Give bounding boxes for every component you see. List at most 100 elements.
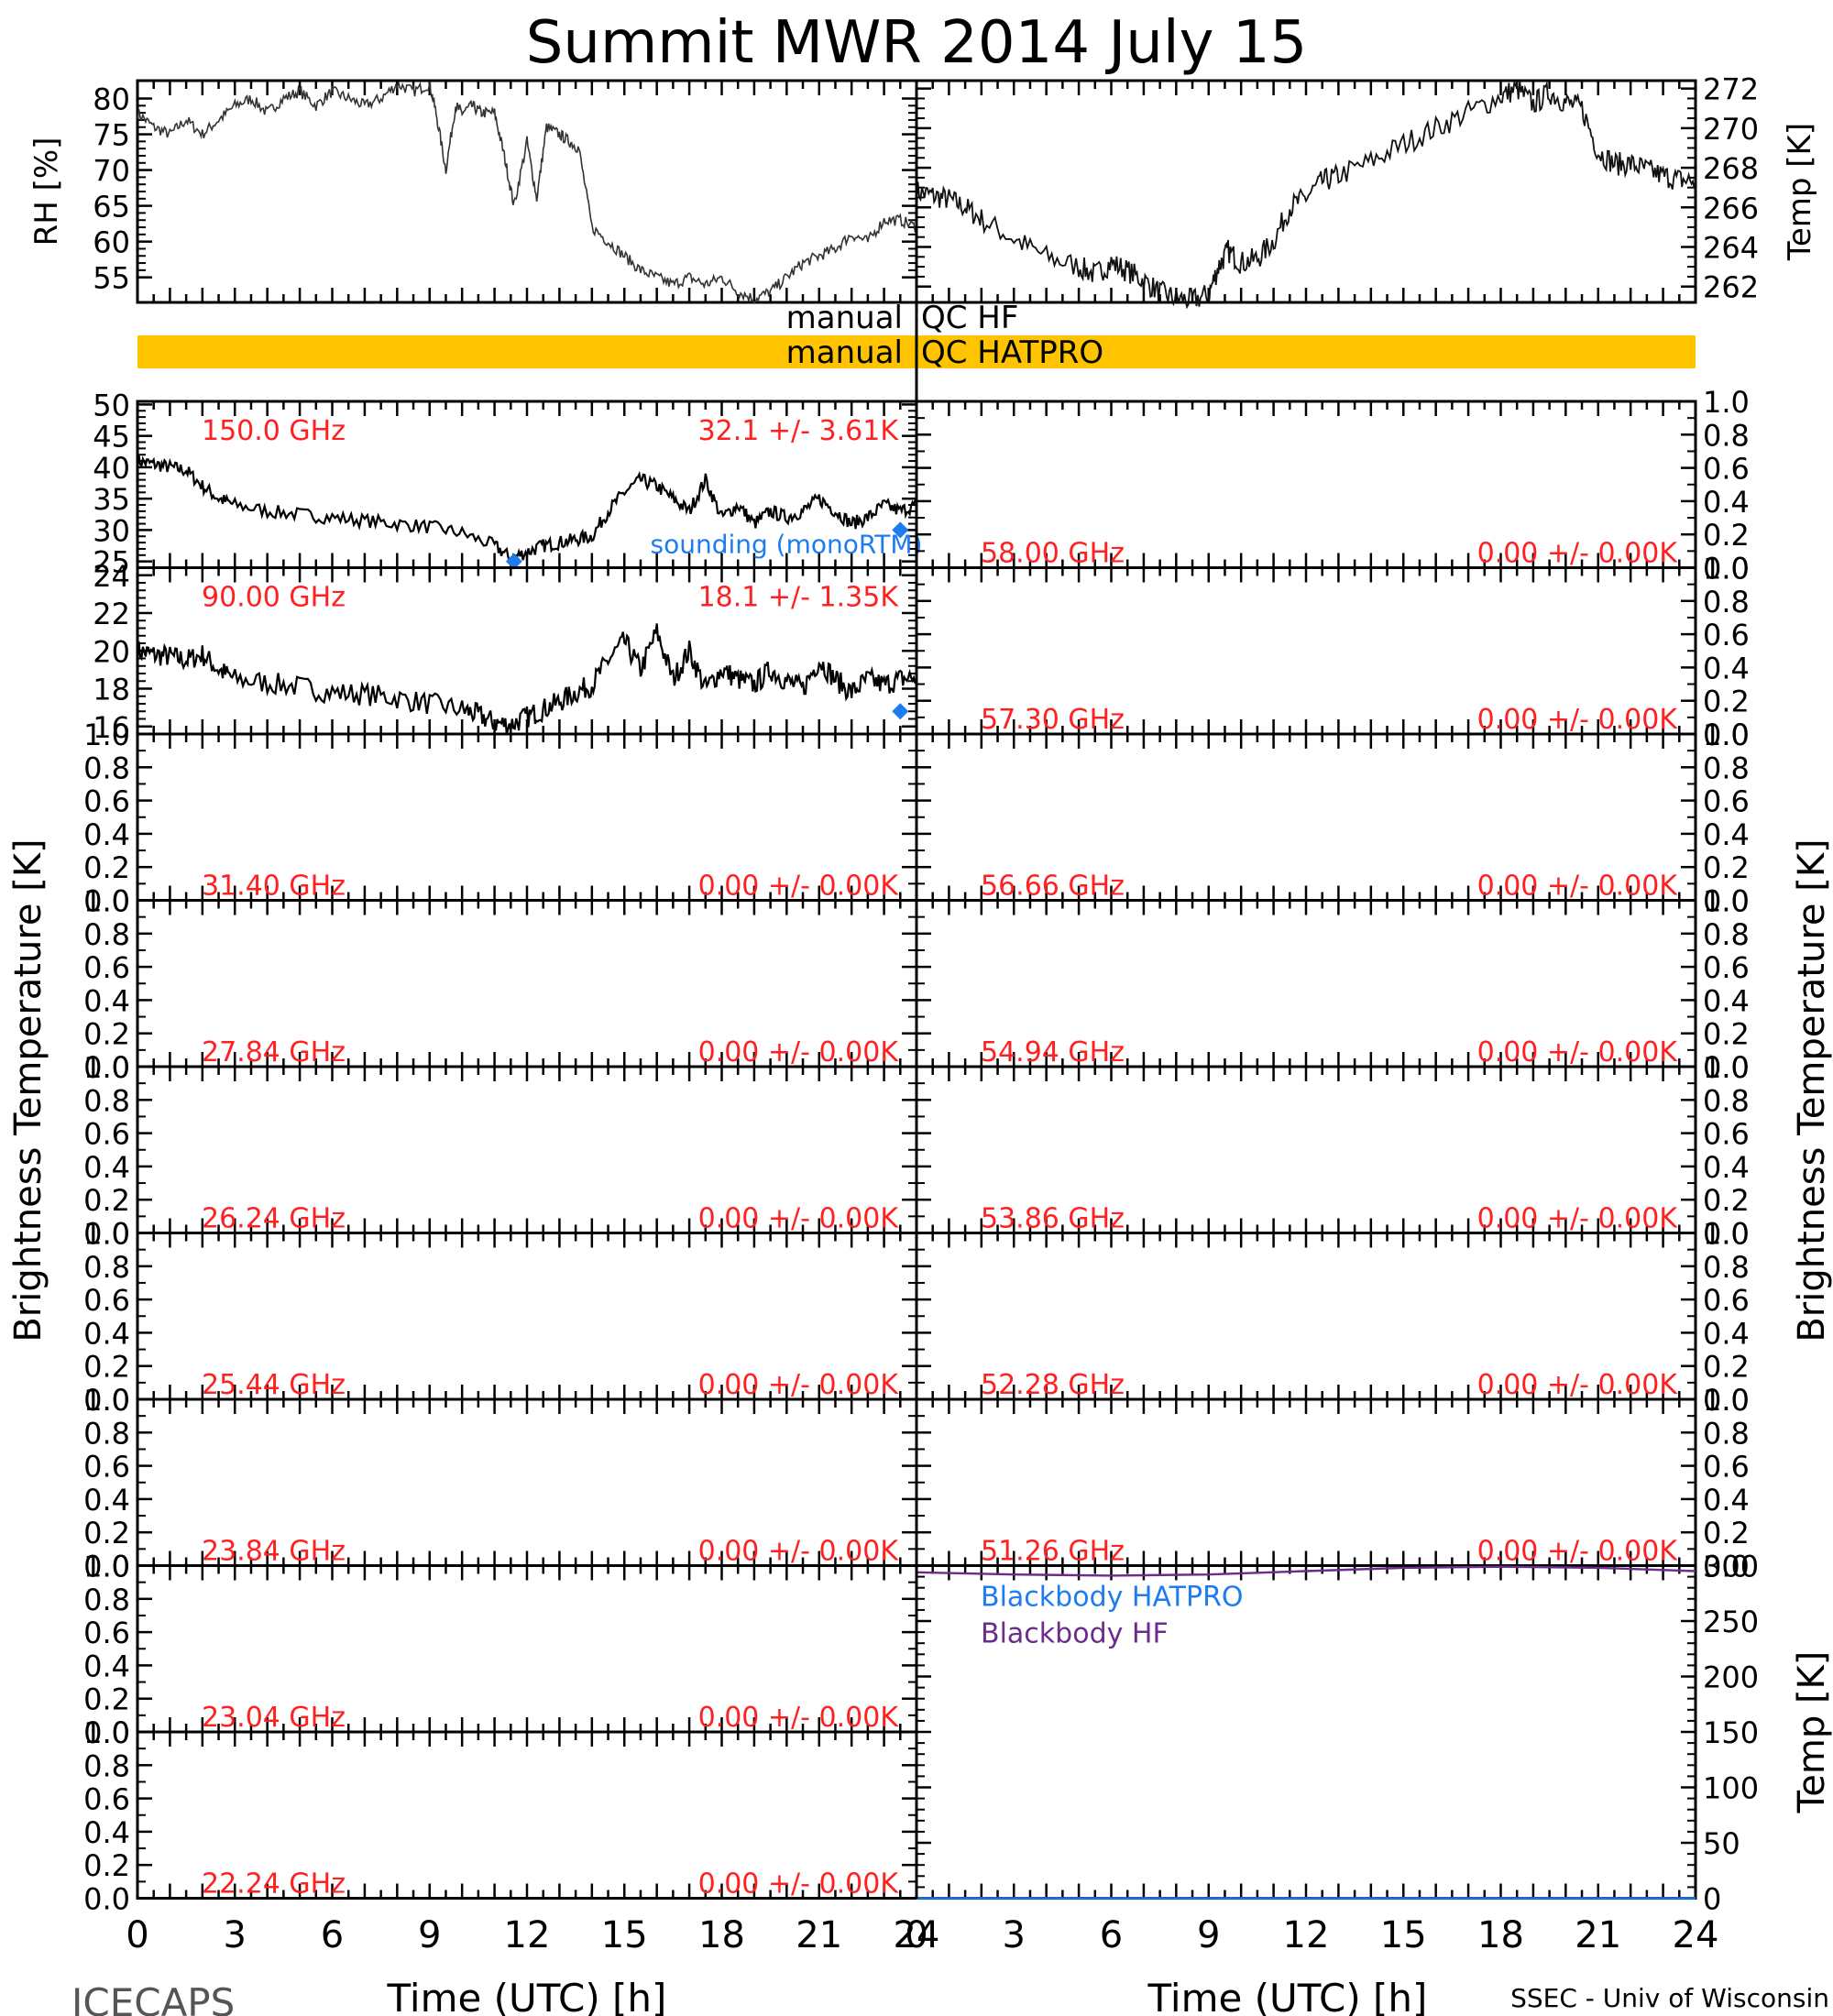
p56-panel-ytick-label: 0.8	[1703, 751, 1750, 785]
tb150-panel-ytick-label: 45	[93, 420, 130, 455]
blackbody-panel-ytick-label: 300	[1703, 1550, 1759, 1584]
x-axes: 0 3 6 9 12 15 18 21 240 3 6 9 12 15 18 21 24	[126, 1914, 1718, 1956]
p57-panel-stats-label: 0.00 +/- 0.00K	[1477, 704, 1679, 736]
p51-panel-ytick-label: 1.0	[1703, 1383, 1750, 1418]
blackbody-panel-ytick-label: 100	[1703, 1771, 1759, 1806]
p58-panel-ytick-label: 0.8	[1703, 418, 1750, 453]
p22-panel-ytick-label: 0.4	[83, 1815, 130, 1850]
p52-panel-ytick-label: 1.0	[1703, 1217, 1750, 1252]
p52-panel-ytick-label: 0.8	[1703, 1250, 1750, 1285]
p56-panel-ytick-label: 0.2	[1703, 850, 1750, 885]
rh-panel-series-line	[137, 81, 917, 305]
blackbody-panel-ytick-label: 0	[1703, 1882, 1721, 1917]
left-x-tick-label: 0	[126, 1914, 148, 1956]
p26-panel-ytick-label: 0.0	[83, 1217, 130, 1252]
right-x-tick-label: 21	[1575, 1914, 1621, 1956]
p23a-panel-ytick-label: 0.2	[83, 1516, 130, 1550]
qc-hf-right-label: QC HF	[921, 300, 1018, 336]
p27-panel-stats-label: 0.00 +/- 0.00K	[698, 1036, 900, 1068]
tb90-panel-series-line	[136, 623, 918, 736]
qc-hatpro-left-label: manual	[786, 334, 903, 371]
tb150-panel-sounding-point	[892, 521, 909, 539]
p25-panel-ytick-label: 1.0	[83, 1217, 130, 1252]
p54-panel-ytick-label: 0.2	[1703, 1017, 1750, 1052]
chart-title: Summit MWR 2014 July 15	[526, 9, 1308, 77]
p23a-panel-ytick-label: 0.0	[83, 1550, 130, 1584]
tb90-panel-sounding-point	[892, 703, 909, 720]
tb150-panel-sounding-point	[505, 553, 522, 570]
p53-panel-ytick-label: 0.4	[1703, 1150, 1750, 1185]
blackbody-panel-ytick-label: 150	[1703, 1715, 1759, 1750]
p56-panel-ytick-label: 0.0	[1703, 884, 1750, 919]
p53-panel-ytick-label: 0.0	[1703, 1217, 1750, 1252]
blackbody-panel-legend-hatpro: Blackbody HATPRO	[981, 1582, 1244, 1614]
p31-panel-stats-label: 0.00 +/- 0.00K	[698, 871, 900, 903]
left-x-tick-label: 9	[418, 1914, 441, 1956]
p25-panel-frequency-label: 25.44 GHz	[202, 1369, 346, 1401]
p57-panel-ytick-label: 0.0	[1703, 718, 1750, 752]
p51-panel-ytick-label: 0.2	[1703, 1516, 1750, 1550]
p31-panel-frequency-label: 31.40 GHz	[202, 871, 346, 903]
p23b-panel-ytick-label: 0.6	[83, 1616, 130, 1650]
p52-panel-ytick-label: 0.4	[1703, 1316, 1750, 1351]
tb90-panel-ytick-label: 16	[93, 710, 130, 745]
p23b-panel-ytick-label: 0.2	[83, 1682, 130, 1717]
right-x-tick-label: 24	[1673, 1914, 1719, 1956]
p51-panel-ytick-label: 0.4	[1703, 1483, 1750, 1517]
p51-panel-frequency-label: 51.26 GHz	[981, 1536, 1125, 1568]
p58-panel-ytick-label: 0.4	[1703, 485, 1750, 520]
rh-panel-ytick-label: 70	[93, 154, 130, 189]
p57-panel-ytick-label: 1.0	[1703, 552, 1750, 586]
p22-panel-stats-label: 0.00 +/- 0.00K	[698, 1868, 900, 1901]
temp-panel-ytick-label: 264	[1703, 231, 1759, 266]
right-x-axis-label: Time (UTC) [h]	[1147, 1976, 1428, 2016]
p26-panel-ytick-label: 0.8	[83, 1083, 130, 1118]
p54-panel-frequency-label: 54.94 GHz	[981, 1036, 1125, 1068]
temp-panel-ytick-label: 266	[1703, 191, 1759, 225]
temp-panel-ytick-label: 268	[1703, 151, 1759, 186]
p23a-panel-ytick-label: 0.4	[83, 1483, 130, 1517]
p52-panel-stats-label: 0.00 +/- 0.00K	[1477, 1369, 1679, 1401]
tb90-panel-ytick-label: 18	[93, 673, 130, 707]
rh-panel-ytick-label: 80	[93, 82, 130, 117]
p57-panel-ytick-label: 0.8	[1703, 585, 1750, 619]
qc-hatpro-right-label: QC HATPRO	[921, 334, 1103, 371]
p27-panel-ytick-label: 0.4	[83, 983, 130, 1018]
p53-panel-ytick-label: 0.6	[1703, 1117, 1750, 1152]
p56-panel-ytick-label: 1.0	[1703, 718, 1750, 752]
p27-panel-ytick-label: 0.8	[83, 917, 130, 952]
p51-panel-ytick-label: 0.0	[1703, 1550, 1750, 1584]
temp-panel-y-axis-label: Temp [K]	[1782, 123, 1818, 261]
p31-panel-ytick-label: 0.6	[83, 784, 130, 819]
temp-panel-series-line	[916, 80, 1696, 310]
p51-panel-ytick-label: 0.8	[1703, 1416, 1750, 1451]
p52-panel-frequency-label: 52.28 GHz	[981, 1369, 1125, 1401]
p57-panel-frequency-label: 57.30 GHz	[981, 704, 1125, 736]
left-x-tick-label: 3	[224, 1914, 247, 1956]
p56-panel-frequency-label: 56.66 GHz	[981, 871, 1125, 903]
tb90-panel-ytick-label: 20	[93, 634, 130, 669]
tb150-panel-ytick-label: 35	[93, 482, 130, 517]
p22-panel-ytick-label: 0.6	[83, 1782, 130, 1817]
p26-panel-ytick-label: 0.2	[83, 1183, 130, 1218]
footer-left-label: ICECAPS	[71, 1980, 235, 2016]
p22-panel-ytick-label: 0.2	[83, 1848, 130, 1883]
tb150-panel-sounding-label: sounding (monoRTM)	[651, 530, 923, 560]
p54-panel-stats-label: 0.00 +/- 0.00K	[1477, 1036, 1679, 1068]
left-x-tick-label: 12	[504, 1914, 551, 1956]
p53-panel-ytick-label: 1.0	[1703, 1050, 1750, 1085]
p58-panel-ytick-label: 1.0	[1703, 385, 1750, 420]
left-x-tick-label: 15	[601, 1914, 648, 1956]
p56-panel-stats-label: 0.00 +/- 0.00K	[1477, 871, 1679, 903]
p53-panel-frequency-label: 53.86 GHz	[981, 1203, 1125, 1235]
p26-panel-ytick-label: 0.6	[83, 1117, 130, 1152]
blackbody-panel-y-axis-label: Temp [K]	[1791, 1651, 1833, 1814]
rh-panel-ytick-label: 65	[93, 190, 130, 225]
right-x-tick-label: 18	[1477, 1914, 1524, 1956]
p22-panel-frequency-label: 22.24 GHz	[202, 1868, 346, 1901]
p57-panel-ytick-label: 0.4	[1703, 651, 1750, 685]
tb150-panel-stats-label: 32.1 +/- 3.61K	[698, 415, 900, 447]
p26-panel-ytick-label: 1.0	[83, 1050, 130, 1085]
p25-panel-ytick-label: 0.0	[83, 1383, 130, 1418]
